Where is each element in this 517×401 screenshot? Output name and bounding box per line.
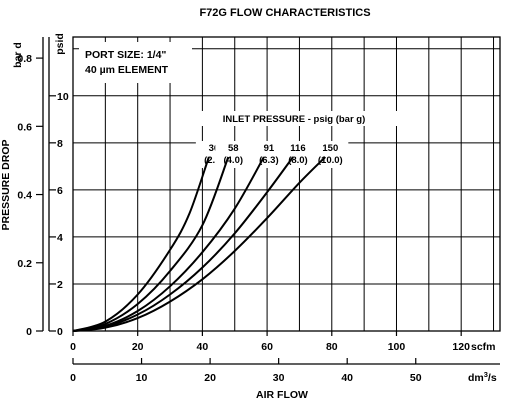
legend-title-box — [188, 111, 400, 126]
scfm-tick-label: 100 — [388, 341, 406, 353]
series-label-psig: 36 — [209, 143, 220, 154]
x-unit-dm3s-base: dm — [468, 372, 484, 384]
bar-tick-label: 0.8 — [17, 53, 32, 65]
series-line-150 — [72, 156, 327, 332]
series-label-psig: 116 — [290, 143, 305, 154]
dm3s-tick-label: 40 — [341, 372, 353, 384]
psid-ticks: 0 2 4 6 8 10 — [49, 91, 69, 338]
x-unit-scfm: scfm — [471, 341, 496, 353]
scfm-tick-label: 40 — [197, 341, 209, 353]
plot-frame — [72, 36, 501, 332]
series-label-bar: (4.0) — [223, 155, 243, 166]
psid-tick-label: 6 — [57, 185, 63, 197]
dm3s-tick-label: 0 — [70, 372, 76, 384]
x-unit-dm3s-sup: 3 — [484, 370, 488, 379]
scfm-tick-label: 0 — [70, 341, 76, 353]
series-line-91 — [72, 156, 265, 332]
series-label-bg — [215, 141, 252, 168]
bar-tick-label: 0 — [26, 326, 32, 338]
x-unit-dm3s: dm3/s — [468, 370, 497, 384]
scfm-tick-label: 120 — [452, 341, 470, 353]
series-label-bar: (6.3) — [259, 155, 279, 166]
bar-ticks: 0 0.2 0.4 0.6 0.8 — [17, 53, 43, 338]
y-unit-bar: bar d — [12, 42, 24, 68]
dm3s-tick-label: 50 — [410, 372, 422, 384]
legend-title: INLET PRESSURE - psig (bar g) — [223, 114, 366, 125]
series-label-bg — [279, 141, 316, 168]
psid-tick-label: 0 — [57, 326, 63, 338]
scfm-tick-label: 60 — [261, 341, 273, 353]
series-label-psig: 150 — [322, 143, 338, 154]
scfm-tick-label: 20 — [132, 341, 144, 353]
series-label-bar: (8.0) — [288, 155, 308, 166]
series-label-bar: (10.0) — [318, 155, 343, 166]
series-labels: 36(2.5) 58(4.0) 91(6.3) 116(8.0) 150(10.0) — [195, 141, 349, 168]
dm3s-tick-label: 20 — [204, 372, 216, 384]
x-unit-dm3s-tail: /s — [488, 372, 497, 384]
series-label-psig: 58 — [228, 143, 239, 154]
psid-tick-label: 10 — [57, 91, 69, 103]
y-axis-label: PRESSURE DROP — [0, 139, 12, 230]
dm3s-tick-label: 10 — [136, 372, 148, 384]
dm3s-ticks: 0 10 20 30 40 50 — [70, 358, 500, 384]
series-label-bar: (2.5) — [204, 155, 224, 166]
psid-tick-label: 2 — [57, 279, 63, 291]
series-label-psig: 91 — [264, 143, 275, 154]
dm3s-tick-label: 30 — [273, 372, 285, 384]
bar-tick-label: 0.4 — [17, 190, 32, 202]
scfm-tick-label: 80 — [326, 341, 338, 353]
bar-tick-label: 0.2 — [17, 258, 32, 270]
series-line-58 — [72, 156, 230, 332]
note-line-port: PORT SIZE: 1/4" — [85, 49, 166, 61]
chart-title: F72G FLOW CHARACTERISTICS — [199, 7, 370, 19]
bar-tick-label: 0.6 — [17, 121, 32, 133]
scfm-ticks: 0 20 40 60 80 100 120 — [70, 331, 470, 353]
y-unit-psid: psid — [54, 33, 66, 55]
psid-tick-label: 4 — [57, 232, 63, 244]
series-line-116 — [72, 156, 294, 332]
psid-tick-label: 8 — [57, 138, 63, 150]
note-box — [79, 42, 192, 83]
curves — [72, 156, 327, 332]
note-line-element: 40 µm ELEMENT — [85, 64, 169, 76]
x-axis-label: AIR FLOW — [256, 389, 308, 401]
series-line-36 — [72, 156, 210, 332]
